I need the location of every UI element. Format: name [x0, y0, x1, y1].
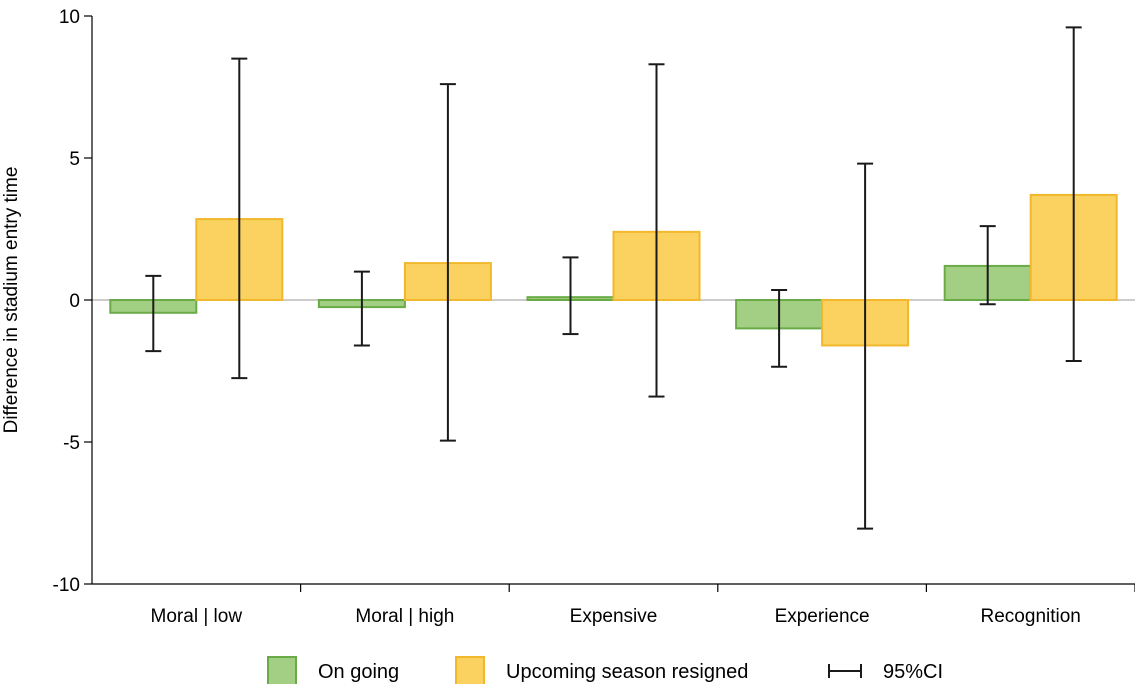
x-tick-label: Experience	[775, 606, 870, 627]
y-tick-label: -10	[53, 575, 80, 596]
legend-label: 95%CI	[883, 661, 943, 683]
error-bar-upcoming-1	[439, 83, 456, 442]
error-bar-upcoming-4	[1065, 26, 1082, 363]
y-tick-label: 10	[59, 7, 80, 28]
legend-swatch	[267, 656, 297, 684]
error-bar-upcoming-2	[648, 63, 665, 398]
x-tick-label: Moral | low	[151, 606, 243, 627]
y-tick-label: 5	[69, 149, 80, 170]
y-tick-label: 0	[69, 291, 80, 312]
legend-swatch	[455, 656, 485, 684]
x-tick-label: Expensive	[570, 606, 658, 627]
error-bar-upcoming-0	[231, 57, 248, 380]
x-tick-label: Recognition	[981, 606, 1081, 627]
legend-item-on-going: On going	[267, 656, 399, 684]
error-bar-on-going-4	[979, 225, 996, 306]
x-tick-label: Moral | high	[355, 606, 454, 627]
y-tick-label: -5	[63, 433, 80, 454]
error-bar-on-going-1	[353, 270, 370, 347]
legend-item-upcoming: Upcoming season resigned	[455, 656, 748, 684]
legend-label: On going	[318, 661, 399, 683]
error-bar-upcoming-3	[857, 162, 874, 530]
legend-label: Upcoming season resigned	[506, 661, 748, 683]
error-bar-on-going-2	[562, 256, 579, 336]
plot-area	[92, 26, 1135, 530]
axes: Difference in stadium entry time 10 5 0 -5 -…	[1, 7, 1135, 627]
legend: On going Upcoming season resigned 95%CI	[267, 656, 943, 684]
legend-item-ci: 95%CI	[828, 661, 943, 683]
error-bar-on-going-3	[771, 289, 788, 368]
error-bar-on-going-0	[145, 274, 162, 353]
y-axis-title: Difference in stadium entry time	[1, 167, 22, 434]
